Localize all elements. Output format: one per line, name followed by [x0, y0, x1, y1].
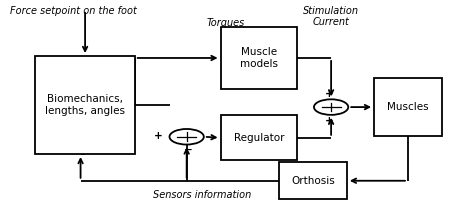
Text: Biomechanics,
lengths, angles: Biomechanics, lengths, angles	[45, 94, 125, 116]
Text: Orthosis: Orthosis	[291, 176, 335, 186]
Text: Regulator: Regulator	[234, 133, 284, 143]
Text: Stimulation
Current: Stimulation Current	[303, 6, 359, 27]
FancyBboxPatch shape	[279, 162, 347, 199]
FancyBboxPatch shape	[220, 115, 297, 160]
Text: Torques: Torques	[207, 18, 245, 28]
Text: +: +	[325, 89, 334, 99]
Text: Sensors information: Sensors information	[153, 190, 252, 200]
Text: Muscles: Muscles	[387, 102, 428, 112]
Text: +: +	[325, 116, 334, 126]
Circle shape	[170, 129, 204, 145]
FancyBboxPatch shape	[374, 78, 442, 136]
Text: +: +	[154, 131, 163, 141]
FancyBboxPatch shape	[220, 27, 297, 89]
Text: Muscle
models: Muscle models	[240, 47, 278, 69]
Circle shape	[314, 99, 348, 115]
Text: Force setpoint on the foot: Force setpoint on the foot	[10, 6, 137, 16]
FancyBboxPatch shape	[36, 56, 135, 154]
Text: −: −	[184, 145, 193, 155]
